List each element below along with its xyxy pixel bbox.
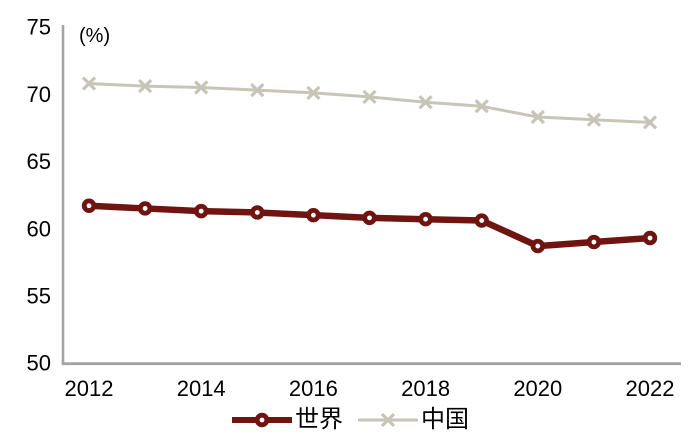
x-marker	[81, 76, 97, 91]
x-axis-tick-labels: 2012 2014 2016 2018 2020 2022	[65, 376, 675, 401]
x-tick-label: 2022	[626, 376, 675, 401]
circle-marker	[193, 203, 209, 219]
x-marker	[306, 85, 321, 100]
x-marker	[586, 112, 602, 127]
y-tick-label: 70	[27, 82, 51, 107]
x-marker	[530, 109, 545, 125]
x-tick-label: 2012	[65, 376, 114, 401]
circle-marker	[586, 234, 602, 250]
y-tick-label: 75	[27, 15, 51, 40]
x-marker	[362, 89, 377, 105]
x-marker	[418, 95, 433, 110]
circle-marker	[530, 238, 546, 254]
chart-legend: 世界 中国	[0, 406, 700, 433]
circle-marker	[81, 198, 97, 213]
y-axis-tick-labels: 50 55 60 65 70 75	[27, 15, 51, 376]
legend-label-china: 中国	[421, 406, 469, 433]
y-tick-label: 50	[27, 351, 51, 376]
x-marker	[642, 115, 658, 130]
world-line-swatch	[232, 412, 292, 428]
legend-item-world: 世界	[231, 406, 343, 433]
y-axis-unit-label: (%)	[79, 25, 111, 47]
series-world	[81, 198, 658, 254]
china-line-swatch	[358, 413, 418, 428]
circle-marker	[642, 230, 658, 246]
line-plot: 50 55 60 65 70 75 2012 2014 2016 2018 2020 2022	[27, 15, 681, 401]
x-tick-label: 2020	[513, 376, 562, 401]
x-tick-label: 2016	[289, 376, 338, 401]
circle-marker	[474, 213, 489, 228]
y-tick-label: 60	[27, 216, 51, 241]
circle-marker	[137, 201, 153, 216]
y-tick-label: 55	[27, 284, 51, 309]
x-tick-label: 2018	[401, 376, 450, 401]
x-marker	[474, 99, 489, 114]
circle-marker	[418, 211, 433, 227]
x-marker	[137, 79, 153, 94]
legend-label-world: 世界	[295, 406, 343, 433]
circle-marker	[362, 210, 377, 226]
y-tick-label: 65	[27, 149, 51, 174]
axes	[61, 25, 681, 366]
x-marker	[250, 83, 265, 98]
series-china	[81, 76, 658, 130]
legend-item-china: 中国	[357, 406, 469, 433]
x-tick-label: 2014	[177, 376, 226, 401]
circle-marker	[250, 205, 265, 220]
x-marker	[194, 80, 209, 95]
circle-marker	[306, 207, 321, 223]
